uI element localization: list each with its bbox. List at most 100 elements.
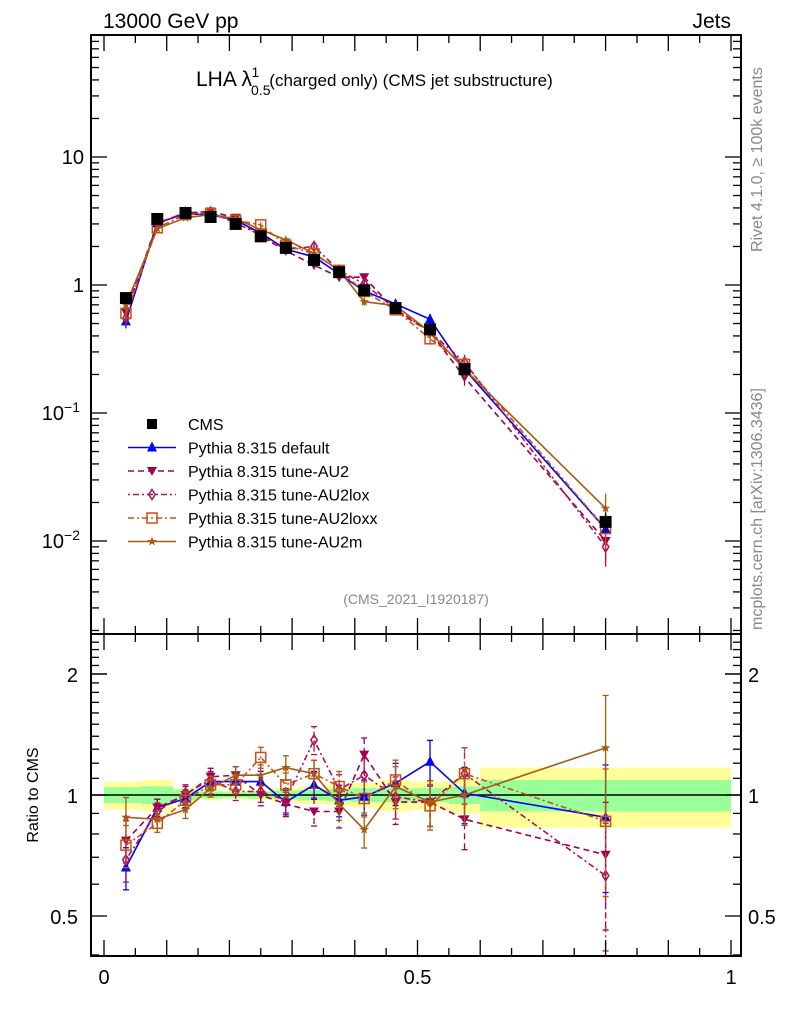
- legend-label: Pythia 8.315 tune-AU2loxx: [188, 511, 377, 528]
- y-tick-label: 1: [73, 275, 84, 297]
- plot-title: LHA λ0.5 1 (charged only) (CMS jet substru…: [196, 64, 553, 98]
- marker-square: [204, 210, 217, 223]
- ratio-series-pythia-8-315-tune-au2lox: [121, 725, 610, 952]
- ratio-y-tick-label-right: 0.5: [748, 907, 776, 929]
- ratio-series-pythia-8-315-tune-au2: [120, 737, 611, 931]
- series-cms: [119, 207, 612, 533]
- y-tick-label: 10−1: [42, 399, 80, 425]
- marker-triangle-up: [147, 441, 157, 452]
- marker-triangle-up: [359, 790, 370, 801]
- marker-diamond: [121, 853, 131, 867]
- marker-star: [121, 812, 131, 822]
- marker-square-open: [146, 512, 158, 524]
- marker-square: [424, 323, 437, 336]
- y-tick-exponent: −2: [64, 527, 80, 543]
- ratio-line: [125, 747, 606, 831]
- marker-square: [599, 515, 612, 528]
- mcplots-label: mcplots.cern.ch [arXiv:1306.3436]: [749, 388, 766, 630]
- marker-star: [281, 234, 291, 244]
- marker-triangle-up: [120, 861, 131, 872]
- y-tick-label: 10−2: [42, 527, 80, 553]
- ratio-y-tick-label-right: 1: [748, 786, 759, 808]
- x-tick-label: 1: [725, 967, 736, 989]
- marker-triangle-up: [425, 755, 436, 766]
- ratio-series-pythia-8-315-tune-au2m: [121, 694, 611, 849]
- marker-diamond: [147, 488, 157, 501]
- legend-label: CMS: [188, 417, 224, 434]
- plot-title-sub: 0.5: [251, 82, 271, 98]
- ratio-axes: 2 2 1 1 0.5 0.5 0 0.5 1: [50, 634, 776, 989]
- plot-title-rest: (charged only) (CMS jet substructure): [269, 71, 552, 90]
- marker-star: [359, 824, 369, 834]
- ratio-line: [125, 756, 606, 846]
- marker-square-open: [255, 751, 267, 764]
- legend-item: Pythia 8.315 tune-AU2loxx: [128, 511, 377, 528]
- marker-square: [279, 241, 292, 254]
- marker-star: [309, 768, 319, 778]
- marker-square: [358, 284, 371, 297]
- marker-star: [390, 781, 401, 791]
- legend-item: Pythia 8.315 tune-AU2: [128, 464, 349, 481]
- rivet-version-label: Rivet 4.1.0, ≥ 100k events: [749, 67, 766, 252]
- legend-label: Pythia 8.315 default: [188, 441, 330, 458]
- marker-square: [179, 207, 192, 220]
- marker-square: [333, 266, 346, 279]
- legend-item: Pythia 8.315 default: [128, 441, 330, 458]
- legend-item: CMS: [147, 417, 224, 434]
- x-tick-label: 0.5: [404, 967, 432, 989]
- marker-square: [119, 292, 132, 305]
- header-energy-label: 13000 GeV pp: [103, 10, 238, 33]
- y-tick-exponent: −1: [64, 399, 80, 415]
- marker-diamond: [121, 311, 131, 325]
- ratio-series-layer: [120, 694, 612, 952]
- marker-square: [389, 302, 402, 315]
- ratio-y-tick-label-left: 1: [67, 786, 78, 808]
- marker-star: [459, 790, 470, 799]
- legend-item: Pythia 8.315 tune-AU2lox: [128, 488, 369, 505]
- y-tick-label: 10: [62, 147, 84, 169]
- main-plot-panel: LHA λ0.5 1 (charged only) (CMS jet substru…: [42, 34, 742, 635]
- ratio-plot-panel: 2 2 1 1 0.5 0.5 0 0.5 1 Ratio to CMS: [25, 633, 776, 989]
- marker-square: [254, 230, 267, 243]
- marker-star: [205, 783, 216, 793]
- marker-diamond: [256, 785, 265, 798]
- marker-star: [359, 296, 369, 306]
- marker-square: [147, 419, 157, 429]
- ratio-y-axis-label: Ratio to CMS: [25, 747, 42, 842]
- marker-triangle-up: [425, 313, 436, 324]
- marker-triangle-down: [147, 467, 157, 476]
- marker-star: [600, 503, 611, 513]
- x-tick-label: 0: [98, 967, 109, 989]
- marker-star: [180, 804, 191, 814]
- series-line: [125, 212, 607, 530]
- legend-item: Pythia 8.315 tune-AU2m: [128, 535, 362, 552]
- legend-label: Pythia 8.315 tune-AU2m: [188, 535, 362, 552]
- main-axes: 10 1 10−1 10−2: [42, 35, 741, 634]
- analysis-tag: (CMS_2021_I1920187): [343, 591, 489, 607]
- marker-star: [256, 770, 266, 780]
- marker-diamond: [601, 869, 610, 883]
- marker-star: [256, 224, 266, 234]
- marker-star: [230, 770, 241, 780]
- main-series-layer: [119, 205, 612, 567]
- marker-square: [151, 212, 164, 225]
- marker-square-open: [358, 792, 370, 805]
- header-process-label: Jets: [692, 10, 731, 33]
- marker-star: [152, 223, 163, 233]
- marker-diamond: [309, 733, 319, 747]
- marker-star: [309, 248, 319, 258]
- plot-title-main: LHA λ: [196, 68, 253, 91]
- series-pythia-8-315-tune-au2: [120, 207, 611, 561]
- marker-star: [152, 814, 163, 824]
- marker-star: [147, 536, 157, 546]
- marker-square: [308, 253, 321, 266]
- marker-star: [281, 762, 291, 772]
- marker-diamond: [601, 540, 610, 554]
- ratio-y-tick-label-right: 2: [748, 665, 759, 687]
- ratio-y-tick-label-left: 2: [67, 665, 78, 687]
- ratio-y-tick-label-left: 0.5: [50, 907, 78, 929]
- marker-star: [425, 797, 435, 807]
- marker-square: [229, 217, 242, 230]
- marker-star: [121, 299, 131, 309]
